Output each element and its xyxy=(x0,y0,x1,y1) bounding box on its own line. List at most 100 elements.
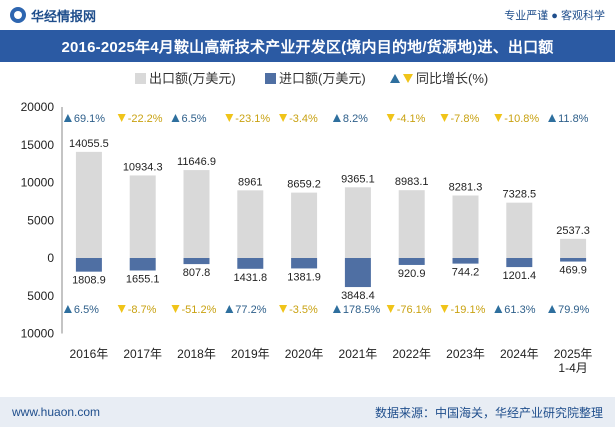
import-value-label: 1431.8 xyxy=(233,272,267,284)
export-yoy-down-icon xyxy=(494,114,503,122)
export-yoy-up-icon xyxy=(171,114,180,122)
export-bar xyxy=(506,202,533,258)
export-yoy-label: -4.1% xyxy=(397,113,426,125)
import-yoy-label: 79.9% xyxy=(558,304,589,316)
legend-up-triangle-icon xyxy=(390,74,400,83)
y-tick-label: 10000 xyxy=(21,176,55,190)
import-yoy-down-icon xyxy=(279,305,288,313)
y-tick-label: 10000 xyxy=(21,327,55,341)
import-yoy-down-icon xyxy=(386,305,395,313)
legend-import-swatch xyxy=(265,73,276,84)
export-yoy-label: -23.1% xyxy=(235,113,270,125)
x-axis: 2016年 2017年 2018年 2019年 2020年 2021年 2022年 2023年… xyxy=(70,347,593,375)
legend-down-triangle-icon xyxy=(403,74,413,83)
import-bar xyxy=(560,258,587,262)
import-value-label: 744.2 xyxy=(452,267,480,279)
export-bar xyxy=(452,195,479,258)
legend-import-label: 进口额(万美元) xyxy=(279,71,366,86)
data-source: 数据来源：中国海关，华经产业研究院整理 xyxy=(374,405,603,420)
import-bar xyxy=(291,258,318,269)
brand-name: 华经情报网 xyxy=(31,8,97,24)
import-value-label: 807.8 xyxy=(183,267,211,279)
export-value-label: 14055.5 xyxy=(69,138,109,150)
export-value-label: 8983.1 xyxy=(395,176,429,188)
import-bar xyxy=(344,258,371,288)
import-bar xyxy=(237,258,264,269)
export-yoy-down-icon xyxy=(225,114,234,122)
export-yoy-label: 8.2% xyxy=(343,113,368,125)
export-yoy-down-icon xyxy=(440,114,449,122)
import-value-label: 469.9 xyxy=(559,265,587,277)
export-yoy-label: -7.8% xyxy=(451,113,480,125)
export-yoy-label: 6.5% xyxy=(182,113,207,125)
import-yoy-label: 77.2% xyxy=(235,304,266,316)
y-tick-label: 15000 xyxy=(21,138,55,152)
export-yoy-down-icon xyxy=(279,114,288,122)
data-labels: 14055.5 1808.9 10934.3 1655.1 11646.9 807.8 89… xyxy=(69,138,590,302)
x-tick-label: 2019年 xyxy=(231,347,270,361)
export-bar xyxy=(291,192,318,258)
import-yoy-down-icon xyxy=(117,305,126,313)
export-value-label: 9365.1 xyxy=(341,173,375,185)
bars xyxy=(75,151,587,288)
export-bar xyxy=(183,170,210,258)
chart: 出口额(万美元) 进口额(万美元) 同比增长(%) 20000 15000 1000… xyxy=(21,71,593,375)
export-yoy-label: -3.4% xyxy=(289,113,318,125)
export-bar xyxy=(237,190,264,258)
x-tick-label: 2018年 xyxy=(177,347,216,361)
x-tick-label: 2020年 xyxy=(285,347,324,361)
export-value-label: 2537.3 xyxy=(556,225,590,237)
import-yoy-label: -51.2% xyxy=(182,304,217,316)
export-yoy-label: -22.2% xyxy=(128,113,163,125)
x-tick-label: 2024年 xyxy=(500,347,539,361)
import-yoy-label: -19.1% xyxy=(451,304,486,316)
export-value-label: 8961 xyxy=(238,176,262,188)
import-yoy-label: -3.5% xyxy=(289,304,318,316)
chart-title: 2016-2025年4月鞍山高新技术产业开发区(境内目的地/货源地)进、出口额 xyxy=(61,38,554,56)
import-yoy-up-icon xyxy=(225,305,234,313)
import-bar xyxy=(452,258,479,264)
export-bar xyxy=(344,187,371,258)
legend: 出口额(万美元) 进口额(万美元) 同比增长(%) xyxy=(135,71,488,86)
brand: 华经情报网 xyxy=(10,6,96,25)
import-yoy-down-icon xyxy=(171,305,180,313)
title-bar: 2016-2025年4月鞍山高新技术产业开发区(境内目的地/货源地)进、出口额 xyxy=(0,30,615,62)
tagline: 专业严谨 ● 客观科学 xyxy=(504,10,605,22)
import-value-label: 920.9 xyxy=(398,268,426,280)
export-value-label: 10934.3 xyxy=(123,161,163,173)
import-bar xyxy=(129,258,156,271)
y-tick-label: 20000 xyxy=(21,100,55,114)
import-yoy-label: -76.1% xyxy=(397,304,432,316)
import-bar xyxy=(398,258,425,265)
import-bar xyxy=(506,258,533,268)
import-yoy-label: 61.3% xyxy=(504,304,535,316)
export-bar xyxy=(129,175,156,258)
legend-export-swatch xyxy=(135,73,146,84)
x-tick-label: 1-4月 xyxy=(558,361,587,375)
y-axis: 20000 15000 10000 5000 0 5000 10000 xyxy=(21,100,63,341)
import-yoy-label: -8.7% xyxy=(128,304,157,316)
export-yoy-up-icon xyxy=(548,114,557,122)
import-yoy-up-icon xyxy=(494,305,503,313)
x-tick-label: 2022年 xyxy=(392,347,431,361)
brand-logo-icon xyxy=(10,7,26,23)
x-tick-label: 2023年 xyxy=(446,347,485,361)
footer: www.huaon.com 数据来源：中国海关，华经产业研究院整理 xyxy=(0,397,615,427)
legend-yoy-label: 同比增长(%) xyxy=(416,71,488,86)
import-yoy-up-icon xyxy=(63,305,72,313)
import-yoy-down-icon xyxy=(440,305,449,313)
export-yoy-up-icon xyxy=(63,114,72,122)
y-tick-label: 5000 xyxy=(27,289,54,303)
import-value-label: 3848.4 xyxy=(341,290,375,302)
export-bar xyxy=(398,190,425,258)
export-value-label: 7328.5 xyxy=(502,189,536,201)
export-bar xyxy=(560,238,587,258)
import-yoy-up-icon xyxy=(548,305,557,313)
import-yoy-label: 178.5% xyxy=(343,304,381,316)
top-bar: 华经情报网 专业严谨 ● 客观科学 xyxy=(0,0,615,30)
export-yoy-label: 69.1% xyxy=(74,113,105,125)
legend-export-label: 出口额(万美元) xyxy=(149,71,236,86)
export-bar xyxy=(75,151,102,258)
export-yoy-label: -10.8% xyxy=(504,113,539,125)
import-yoy-label: 6.5% xyxy=(74,304,99,316)
